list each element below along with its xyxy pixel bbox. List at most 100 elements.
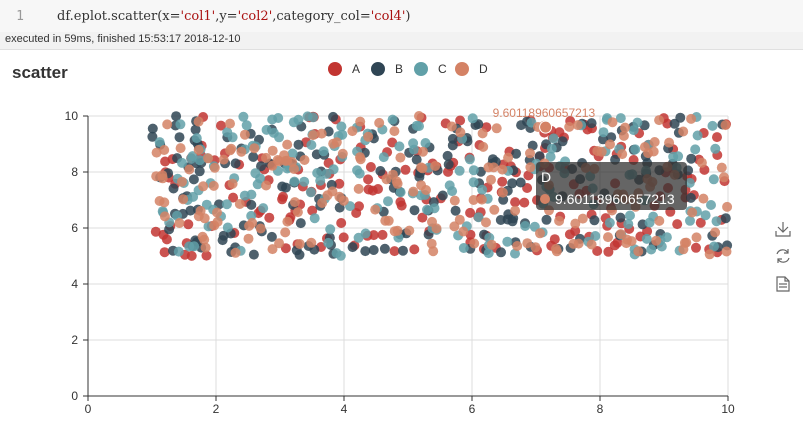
x-tick-label: 6 [469,402,476,416]
scatter-point-c [690,144,701,155]
scatter-point-c [318,146,329,157]
scatter-point-d [279,150,290,161]
scatter-point-d [486,174,496,185]
scatter-point-b [230,158,241,169]
scatter-point-d [151,147,162,158]
code-line[interactable]: df.eplot.scatter(x='col1',y='col2',categ… [57,0,410,32]
legend-label: D [479,62,488,76]
scatter-point-b [266,231,277,242]
scatter-point-b [720,213,731,224]
scatter-point-c [711,216,722,227]
scatter-point-d [316,128,327,139]
scatter-point-b [328,111,339,122]
scatter-point-d [691,232,702,243]
scatter-point-c [395,187,406,198]
scatter-point-d [721,246,732,257]
legend-item-d[interactable]: D [455,62,488,76]
chart-legend[interactable]: A B C D [328,62,488,76]
scatter-point-c [268,127,279,138]
scatter-point-a [389,246,400,257]
scatter-point-d [308,130,319,141]
scatter-point-d [554,215,565,226]
scatter-point-c [502,236,513,247]
scatter-point-c [331,248,342,259]
scatter-point-d [244,220,255,231]
scatter-point-b [409,205,420,216]
scatter-point-d [383,215,394,226]
scatter-point-d [353,183,364,194]
scatter-point-d [525,148,535,159]
scatter-point-c [468,165,479,176]
scatter-point-c [464,154,475,165]
scatter-point-a [510,197,521,208]
scatter-point-c [546,143,557,154]
scatter-point-b [168,183,179,194]
scatter-point-a [609,240,620,251]
scatter-point-d [686,113,697,124]
y-tick-label: 10 [65,109,79,123]
scatter-point-c [706,200,716,210]
scatter-point-d [255,223,266,234]
code-cell[interactable]: 1 df.eplot.scatter(x='col1',y='col2',cat… [0,0,803,33]
legend-item-c[interactable]: C [414,62,447,76]
scatter-point-c [305,187,316,198]
scatter-point-c [315,175,326,186]
scatter-point-d [370,204,381,215]
legend-item-a[interactable]: A [328,62,360,76]
scatter-point-d [522,238,533,249]
legend-item-b[interactable]: B [371,62,403,76]
scatter-point-a [662,118,673,129]
scatter-point-d [426,238,437,249]
tooltip-series-name: D [541,169,551,185]
data-view-icon[interactable] [776,276,790,292]
scatter-point-b [379,243,390,254]
scatter-point-d [294,239,305,249]
scatter-point-c [387,114,398,125]
scatter-point-d [617,149,628,160]
line-number: 1 [16,9,24,24]
scatter-point-d [431,223,442,234]
scatter-point-a [465,207,476,218]
scatter-point-d [389,226,400,237]
scatter-point-d [234,199,245,209]
scatter-point-b [511,148,522,159]
scatter-point-a [216,120,226,131]
scatter-point-c [444,180,455,191]
scatter-point-a [365,162,376,172]
scatter-point-b [190,124,201,135]
scatter-point-d [720,120,731,131]
scatter-point-c [177,157,187,168]
scatter-point-a [570,226,581,236]
scatter-point-d [716,162,727,173]
scatter-point-d [710,227,721,238]
scatter-point-b [515,177,526,188]
scatter-point-d [347,126,358,137]
scatter-point-d [416,162,427,173]
scatter-point-d [418,146,428,157]
scatter-point-b [450,205,461,216]
scatter-point-a [377,229,388,240]
scatter-point-d [177,176,187,187]
code-text: ,category_col= [272,9,371,24]
refresh-icon[interactable] [775,248,791,264]
execution-status-text: executed in 59ms, finished 15:53:17 2018… [5,33,241,45]
scatter-point-d [267,244,278,255]
scatter-point-c [353,232,364,243]
scatter-point-d [218,154,229,165]
download-icon[interactable] [775,221,791,237]
scatter-point-d [243,233,254,244]
code-string: 'col1' [180,9,216,24]
y-tick-label: 4 [71,277,78,291]
scatter-point-b [541,214,552,225]
scatter-point-b [194,166,205,177]
scatter-point-d [159,145,170,155]
scatter-point-a [417,212,428,223]
scatter-point-b [598,134,608,145]
scatter-point-d [698,193,709,204]
scatter-point-d [157,170,168,181]
scatter-point-d [230,247,241,258]
scatter-point-d [654,215,665,226]
scatter-point-b [368,245,379,255]
scatter-point-a [201,250,212,261]
scatter-point-d [481,217,491,228]
